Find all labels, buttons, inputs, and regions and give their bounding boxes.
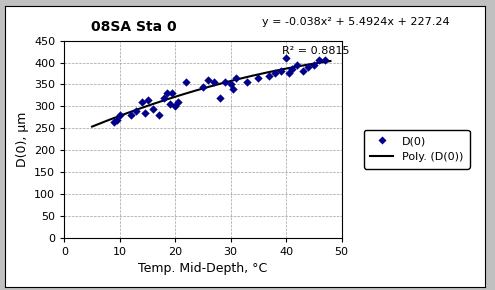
Point — [110, 119, 118, 124]
Point — [254, 75, 262, 80]
X-axis label: Temp. Mid-Depth, °C: Temp. Mid-Depth, °C — [138, 262, 268, 275]
Point — [149, 106, 157, 111]
Point — [133, 108, 141, 113]
Point — [304, 65, 312, 69]
Point — [221, 80, 229, 85]
Point — [216, 95, 224, 100]
Point — [285, 71, 293, 76]
Point — [163, 91, 171, 95]
Point — [265, 73, 273, 78]
Point — [113, 118, 121, 123]
Point — [293, 62, 301, 67]
Point — [182, 80, 190, 85]
Point — [230, 86, 238, 91]
Point — [127, 113, 135, 117]
Point — [144, 97, 151, 102]
Point — [166, 102, 174, 106]
Y-axis label: D(0), μm: D(0), μm — [16, 112, 29, 167]
Point — [227, 82, 235, 87]
Text: 08SA Sta 0: 08SA Sta 0 — [91, 20, 176, 34]
Point — [210, 80, 218, 85]
Point — [204, 78, 212, 82]
Point — [199, 84, 207, 89]
Point — [116, 113, 124, 117]
Point — [321, 58, 329, 63]
Point — [160, 95, 168, 100]
Point — [288, 67, 296, 71]
Point — [299, 69, 307, 74]
Point — [310, 62, 318, 67]
Point — [244, 80, 251, 85]
Point — [282, 56, 290, 60]
Point — [232, 75, 240, 80]
Point — [277, 69, 285, 74]
Point — [154, 113, 162, 117]
Text: y = -0.038x² + 5.4924x + 227.24: y = -0.038x² + 5.4924x + 227.24 — [262, 17, 450, 27]
Point — [168, 91, 176, 95]
Point — [315, 58, 323, 63]
Text: R² = 0.8815: R² = 0.8815 — [282, 46, 349, 56]
Point — [138, 100, 146, 104]
Point — [271, 71, 279, 76]
Point — [171, 104, 179, 109]
Point — [174, 100, 182, 104]
Point — [141, 110, 148, 115]
Legend: D(0), Poly. (D(0)): D(0), Poly. (D(0)) — [364, 130, 470, 168]
